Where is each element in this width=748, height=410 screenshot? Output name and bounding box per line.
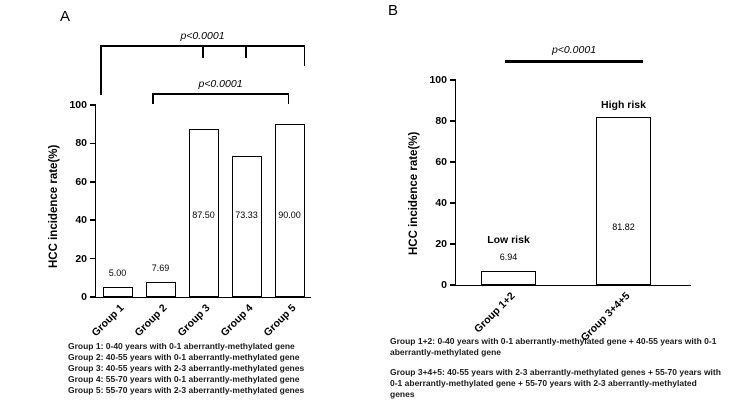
y-tick-label: 0 — [81, 291, 87, 303]
y-tick-label: 80 — [75, 137, 87, 150]
y-tick-label: 20 — [75, 252, 87, 265]
y-tick — [450, 284, 456, 286]
bracket-tick — [202, 45, 204, 58]
y-tick — [90, 219, 96, 221]
y-tick-label: 60 — [75, 175, 87, 188]
y-tick — [90, 142, 96, 145]
y-tick — [450, 243, 456, 245]
footnote-line: Group 5: 55-70 years with 2-3 aberrantly… — [68, 385, 305, 395]
bracket-line — [505, 60, 643, 63]
bar — [274, 124, 305, 297]
footnote-line: Group 3: 40-55 years with 2-3 aberrantly… — [68, 363, 305, 373]
panel-a-footnote: Group 1: 0-40 years with 0-1 aberrantly-… — [68, 341, 304, 396]
bar-value-label: 5.00 — [108, 268, 127, 279]
panel-b-y-axis-title: HCC incidence rate(%) — [408, 131, 420, 255]
bar — [145, 282, 176, 297]
bar-value-label: 90.00 — [278, 210, 301, 220]
y-tick — [450, 120, 456, 122]
y-tick — [90, 296, 96, 298]
bar — [188, 129, 219, 297]
bracket-tick — [152, 93, 154, 104]
y-tick-label: 80 — [435, 115, 447, 127]
y-tick — [450, 161, 456, 163]
bar-value-label: 87.50 — [192, 210, 215, 220]
y-tick-label: 0 — [441, 279, 447, 291]
bracket-tick — [245, 45, 247, 58]
y-tick-label: 100 — [429, 74, 447, 86]
risk-label: High risk — [601, 99, 646, 112]
footnote-paragraph: Group 3+4+5: 40-55 years with 2-3 aberra… — [390, 367, 721, 399]
bracket-tick — [100, 45, 102, 95]
bar — [231, 156, 262, 297]
footnote-line: Group 2: 40-55 years with 0-1 aberrantly… — [68, 352, 300, 362]
bracket-tick — [303, 45, 305, 66]
footnote-line: Group 4: 55-70 years with 0-1 aberrantly… — [68, 374, 300, 384]
panel-a-y-axis-title: HCC incidence rate(%) — [48, 144, 60, 268]
panel-b-pvalue: p<0.0001 — [551, 44, 597, 56]
bar — [596, 117, 651, 285]
y-tick-label: 40 — [435, 197, 447, 209]
bracket-line — [152, 93, 289, 95]
bar — [102, 287, 133, 297]
panel-a-label: A — [60, 8, 71, 25]
y-tick — [90, 104, 96, 106]
panel-a-pvalue-inner: p<0.0001 — [198, 78, 243, 90]
y-tick — [90, 181, 96, 183]
y-tick-label: 60 — [435, 156, 447, 168]
y-tick — [90, 257, 96, 260]
y-tick — [450, 79, 456, 81]
y-tick — [450, 202, 456, 204]
bar-value-label: 73.33 — [235, 210, 258, 220]
bracket-tick — [287, 93, 289, 104]
bar-value-label: 6.94 — [499, 251, 518, 262]
panel-b-plot-area: 0 20 40 60 80 100 6.94 Low risk Group 1+2 81.82 Hi… — [429, 74, 691, 344]
footnote-line: Group 1: 0-40 years with 0-1 aberrantly-… — [68, 341, 295, 351]
bar-value-label: 7.69 — [151, 263, 170, 274]
panel-b-footnote: Group 1+2: 0-40 years with 0-1 aberrantl… — [390, 336, 722, 409]
panel-a-pvalue-outer: p<0.0001 — [180, 30, 225, 42]
panel-a-plot-area: 0 20 40 60 80 100 5.00 Group 1 7.69 Group 2 87.50 G… — [69, 99, 311, 339]
bar-value-label: 81.82 — [612, 222, 635, 232]
footnote-paragraph: Group 1+2: 0-40 years with 0-1 aberrantl… — [390, 336, 717, 357]
y-tick-label: 40 — [75, 214, 87, 227]
bar — [481, 270, 536, 285]
y-tick-label: 100 — [69, 99, 87, 111]
panel-b-label: B — [388, 2, 399, 19]
y-tick-label: 20 — [435, 238, 447, 250]
risk-label: Low risk — [487, 233, 530, 246]
